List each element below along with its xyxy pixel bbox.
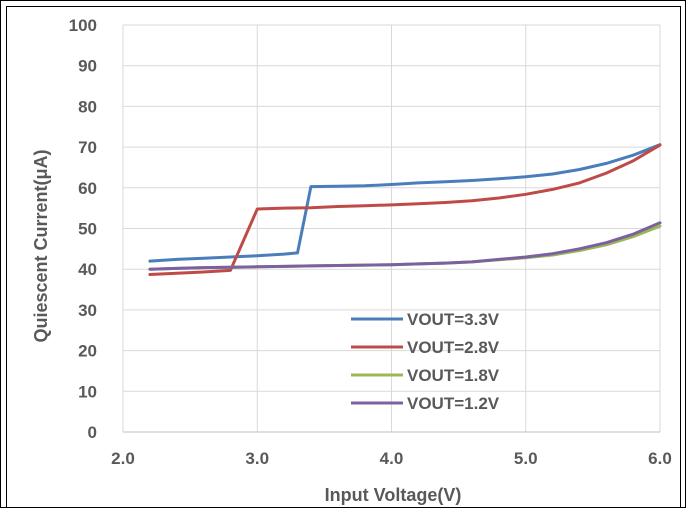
series-line-vout-2-8v xyxy=(148,143,662,276)
legend-label: VOUT=1.8V xyxy=(407,366,500,385)
legend-label: VOUT=3.3V xyxy=(407,310,500,329)
y-tick-label: 0 xyxy=(88,423,97,442)
legend: VOUT=3.3V VOUT=2.8V VOUT=1.8V VOUT=1.2V xyxy=(351,310,500,413)
x-tick-label: 3.0 xyxy=(245,449,269,468)
y-tick-label: 80 xyxy=(78,97,97,116)
chart-border xyxy=(6,6,681,508)
y-tick-label: 20 xyxy=(78,342,97,361)
x-tick-label: 5.0 xyxy=(514,449,538,468)
series-line-vout-1-2v xyxy=(148,221,662,271)
y-tick-label: 90 xyxy=(78,57,97,76)
x-tick-label: 6.0 xyxy=(648,449,672,468)
y-tick-label: 100 xyxy=(69,16,97,35)
y-tick-label: 30 xyxy=(78,301,97,320)
x-tick-labels: 2.0 3.0 4.0 5.0 6.0 xyxy=(111,449,672,468)
y-tick-labels: 0 10 20 30 40 50 60 70 80 90 100 xyxy=(69,16,97,442)
grid-lines xyxy=(123,24,661,432)
x-tick-label: 2.0 xyxy=(111,449,135,468)
series-line-vout-3-3v xyxy=(148,143,662,263)
x-tick-label: 4.0 xyxy=(380,449,404,468)
y-tick-label: 50 xyxy=(78,220,97,239)
y-tick-label: 60 xyxy=(78,179,97,198)
x-axis-title: Input Voltage(V) xyxy=(325,485,462,505)
y-axis-title: Quiescent Current(μA) xyxy=(31,149,51,342)
axes xyxy=(122,25,660,433)
legend-label: VOUT=2.8V xyxy=(407,338,500,357)
y-tick-label: 70 xyxy=(78,138,97,157)
y-tick-label: 10 xyxy=(78,382,97,401)
series-lines xyxy=(148,143,662,276)
y-tick-label: 40 xyxy=(78,260,97,279)
legend-label: VOUT=1.2V xyxy=(407,394,500,413)
